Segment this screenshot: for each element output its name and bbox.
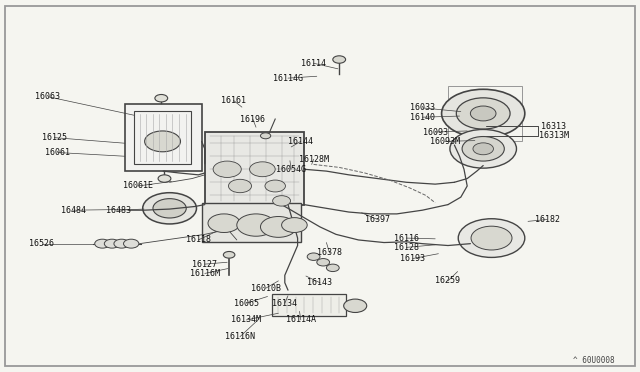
Circle shape	[458, 219, 525, 257]
Circle shape	[344, 299, 367, 312]
Text: 16134M: 16134M	[232, 315, 261, 324]
Bar	[134, 111, 191, 164]
Circle shape	[260, 217, 296, 237]
Text: 16010B: 16010B	[251, 284, 280, 293]
Text: 16093: 16093	[422, 128, 448, 137]
Circle shape	[317, 259, 330, 266]
Text: 16144: 16144	[288, 137, 314, 146]
Circle shape	[155, 94, 168, 102]
Text: 16116N: 16116N	[225, 332, 255, 341]
Text: 16140: 16140	[410, 113, 435, 122]
Bar	[125, 104, 202, 171]
Text: 16161: 16161	[221, 96, 246, 105]
Text: 16093M: 16093M	[430, 137, 460, 146]
Circle shape	[470, 106, 496, 121]
Circle shape	[450, 129, 516, 168]
Text: 16378: 16378	[317, 248, 342, 257]
Circle shape	[265, 180, 285, 192]
Text: 16313M: 16313M	[539, 131, 568, 140]
Circle shape	[223, 251, 235, 258]
Circle shape	[473, 143, 493, 155]
Circle shape	[104, 239, 120, 248]
Text: 16127: 16127	[192, 260, 218, 269]
Circle shape	[326, 264, 339, 272]
Circle shape	[114, 239, 129, 248]
Circle shape	[228, 179, 252, 193]
Circle shape	[250, 162, 275, 177]
Bar	[202, 203, 301, 242]
Circle shape	[471, 226, 512, 250]
Text: 16125: 16125	[42, 133, 67, 142]
Circle shape	[95, 239, 110, 248]
Text: 16134: 16134	[272, 299, 298, 308]
Circle shape	[260, 133, 271, 139]
Circle shape	[442, 89, 525, 138]
Circle shape	[145, 131, 180, 152]
Text: 16116M: 16116M	[190, 269, 220, 278]
Text: 16397: 16397	[365, 215, 390, 224]
Text: 16061E: 16061E	[123, 182, 152, 190]
Circle shape	[213, 161, 241, 177]
Circle shape	[456, 98, 510, 129]
Circle shape	[143, 193, 196, 224]
Text: 16114: 16114	[301, 59, 326, 68]
Text: 16114G: 16114G	[273, 74, 303, 83]
Text: 16128M: 16128M	[299, 155, 328, 164]
Text: 16193: 16193	[400, 254, 426, 263]
Text: 16313: 16313	[541, 122, 566, 131]
Bar	[205, 132, 304, 205]
Circle shape	[153, 199, 186, 218]
Text: 16484: 16484	[61, 206, 86, 215]
Text: 16143: 16143	[307, 278, 333, 287]
Text: ^ 60U0008: ^ 60U0008	[573, 356, 614, 365]
Circle shape	[282, 218, 307, 232]
Text: 16259: 16259	[435, 276, 461, 285]
Text: 16061: 16061	[45, 148, 70, 157]
Circle shape	[273, 196, 291, 206]
Text: 16063: 16063	[35, 92, 61, 101]
Circle shape	[237, 214, 275, 236]
Text: 16483: 16483	[106, 206, 131, 215]
Circle shape	[462, 137, 504, 161]
Text: 16182: 16182	[534, 215, 560, 224]
Text: 16128: 16128	[394, 243, 419, 252]
Circle shape	[307, 253, 320, 260]
Text: 16114A: 16114A	[286, 315, 316, 324]
Text: 16196: 16196	[240, 115, 266, 124]
Bar	[448, 86, 522, 141]
Text: 16054G: 16054G	[276, 165, 306, 174]
Text: 16033: 16033	[410, 103, 435, 112]
Circle shape	[158, 175, 171, 182]
Text: 16118: 16118	[186, 235, 211, 244]
Circle shape	[333, 56, 346, 63]
Circle shape	[124, 239, 139, 248]
Bar	[272, 294, 346, 316]
Text: 16065: 16065	[234, 299, 259, 308]
Text: 16526: 16526	[29, 239, 54, 248]
Text: 16116: 16116	[394, 234, 419, 243]
Circle shape	[208, 214, 240, 232]
